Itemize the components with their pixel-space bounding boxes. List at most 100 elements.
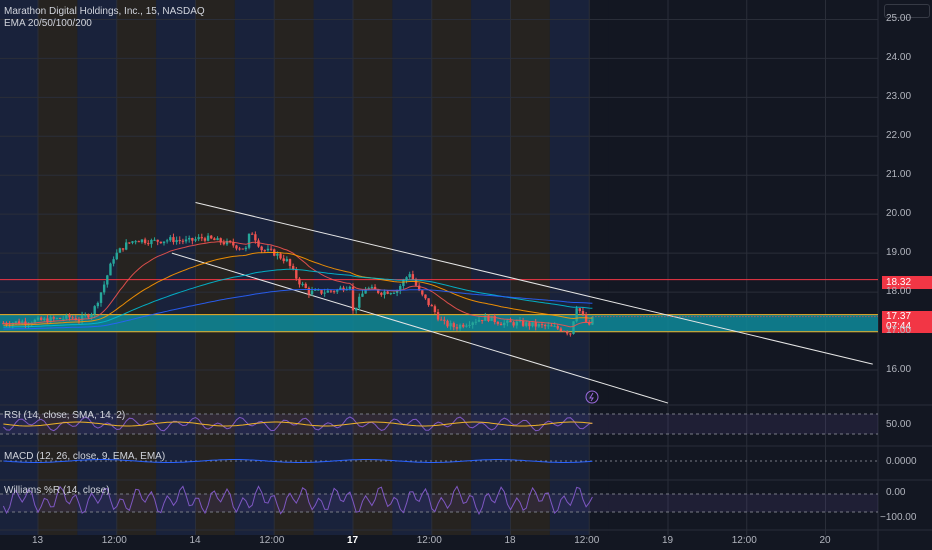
candle-body [326,290,329,293]
candle-body [411,274,415,280]
candle-body [74,318,77,321]
candle-body [96,302,100,307]
candle-body [547,325,550,327]
candle-body [39,317,43,321]
candle-body [62,318,65,320]
candle-body [36,317,40,320]
candle-body [304,283,307,289]
lightning-glyph [589,392,594,402]
candle-body [417,285,421,291]
candle-body [521,320,525,326]
candle-body [33,319,37,324]
candle-body [282,258,285,262]
williams-tick-bottom: −100.00 [880,512,917,523]
candle-body [137,241,140,243]
candle-body [336,289,339,292]
candle-body [140,239,144,243]
candle-body [222,242,226,245]
candle-body [314,289,317,291]
candle-body [131,241,134,243]
candle-body [11,323,14,326]
candle-body [93,306,96,315]
candle-body [191,238,194,241]
ema-legend: EMA 20/50/100/200 [4,18,92,29]
candle-body [503,322,506,326]
ema-line-50 [3,251,593,326]
time-tick-label: 13 [32,535,44,546]
candle-body [509,320,512,323]
price-tick-label: 20.00 [886,208,912,220]
candle-body [266,248,270,251]
price-tick-label: 18.00 [886,286,912,298]
candle-body [468,324,471,326]
candle-body [518,320,522,322]
candle-body [43,318,46,321]
candle-body [285,259,289,262]
candle-body [370,286,374,289]
candle-body [279,253,282,259]
candle-body [121,248,125,250]
candle-body [159,241,163,244]
candle-body [572,321,575,334]
candle-body [5,323,8,325]
candle-body [317,289,320,291]
price-tick-label: 22.00 [886,130,912,142]
candle-body [52,317,55,319]
candle-body [90,314,93,318]
price-tick-label: 16.00 [886,363,912,375]
candle-body [449,323,452,327]
candle-body [395,290,399,293]
candle-body [172,237,175,243]
candle-body [553,326,556,328]
auto-scale-button[interactable] [884,4,930,18]
candle-body [84,314,87,316]
candle-body [490,316,493,321]
candle-body [238,248,241,250]
ema-line-20 [3,241,593,328]
candle-body [99,292,103,303]
session-band [549,0,590,535]
candle-body [102,284,106,293]
session-band [195,0,235,535]
candle-body [386,291,389,294]
candle-body [430,305,433,307]
candle-body [291,265,295,270]
candle-body [380,292,383,295]
candle-body [254,234,257,241]
candle-body [298,278,301,285]
candle-body [477,319,481,322]
candle-body [581,311,585,315]
session-band [313,0,353,535]
candle-body [17,321,21,324]
time-tick-label: 19 [662,535,674,546]
candle-body [383,291,386,295]
ema-line-100 [3,268,593,328]
candle-body [427,298,430,306]
rsi-sma-line [3,421,593,427]
candle-body [128,242,131,244]
candle-body [433,306,437,313]
candle-body [471,322,474,325]
candle-body [55,317,59,319]
candle-body [487,315,490,321]
session-band [392,0,432,535]
candle-body [408,274,411,278]
candle-body [307,288,311,295]
candle-body [77,320,81,322]
candle-body [65,314,68,319]
candle-body [150,239,153,245]
candle-body [118,248,122,253]
candle-body [484,315,487,321]
candle-body [493,316,496,323]
candle-body [295,269,298,279]
candle-body [165,240,169,242]
session-band [510,0,550,535]
candle-body [506,320,509,323]
candle-body [80,315,84,321]
macd-tick-label: 0.0000 [886,456,917,467]
candle-body [421,290,424,295]
candle-body [216,238,219,241]
candle-body [354,307,358,311]
candle-body [525,322,528,326]
